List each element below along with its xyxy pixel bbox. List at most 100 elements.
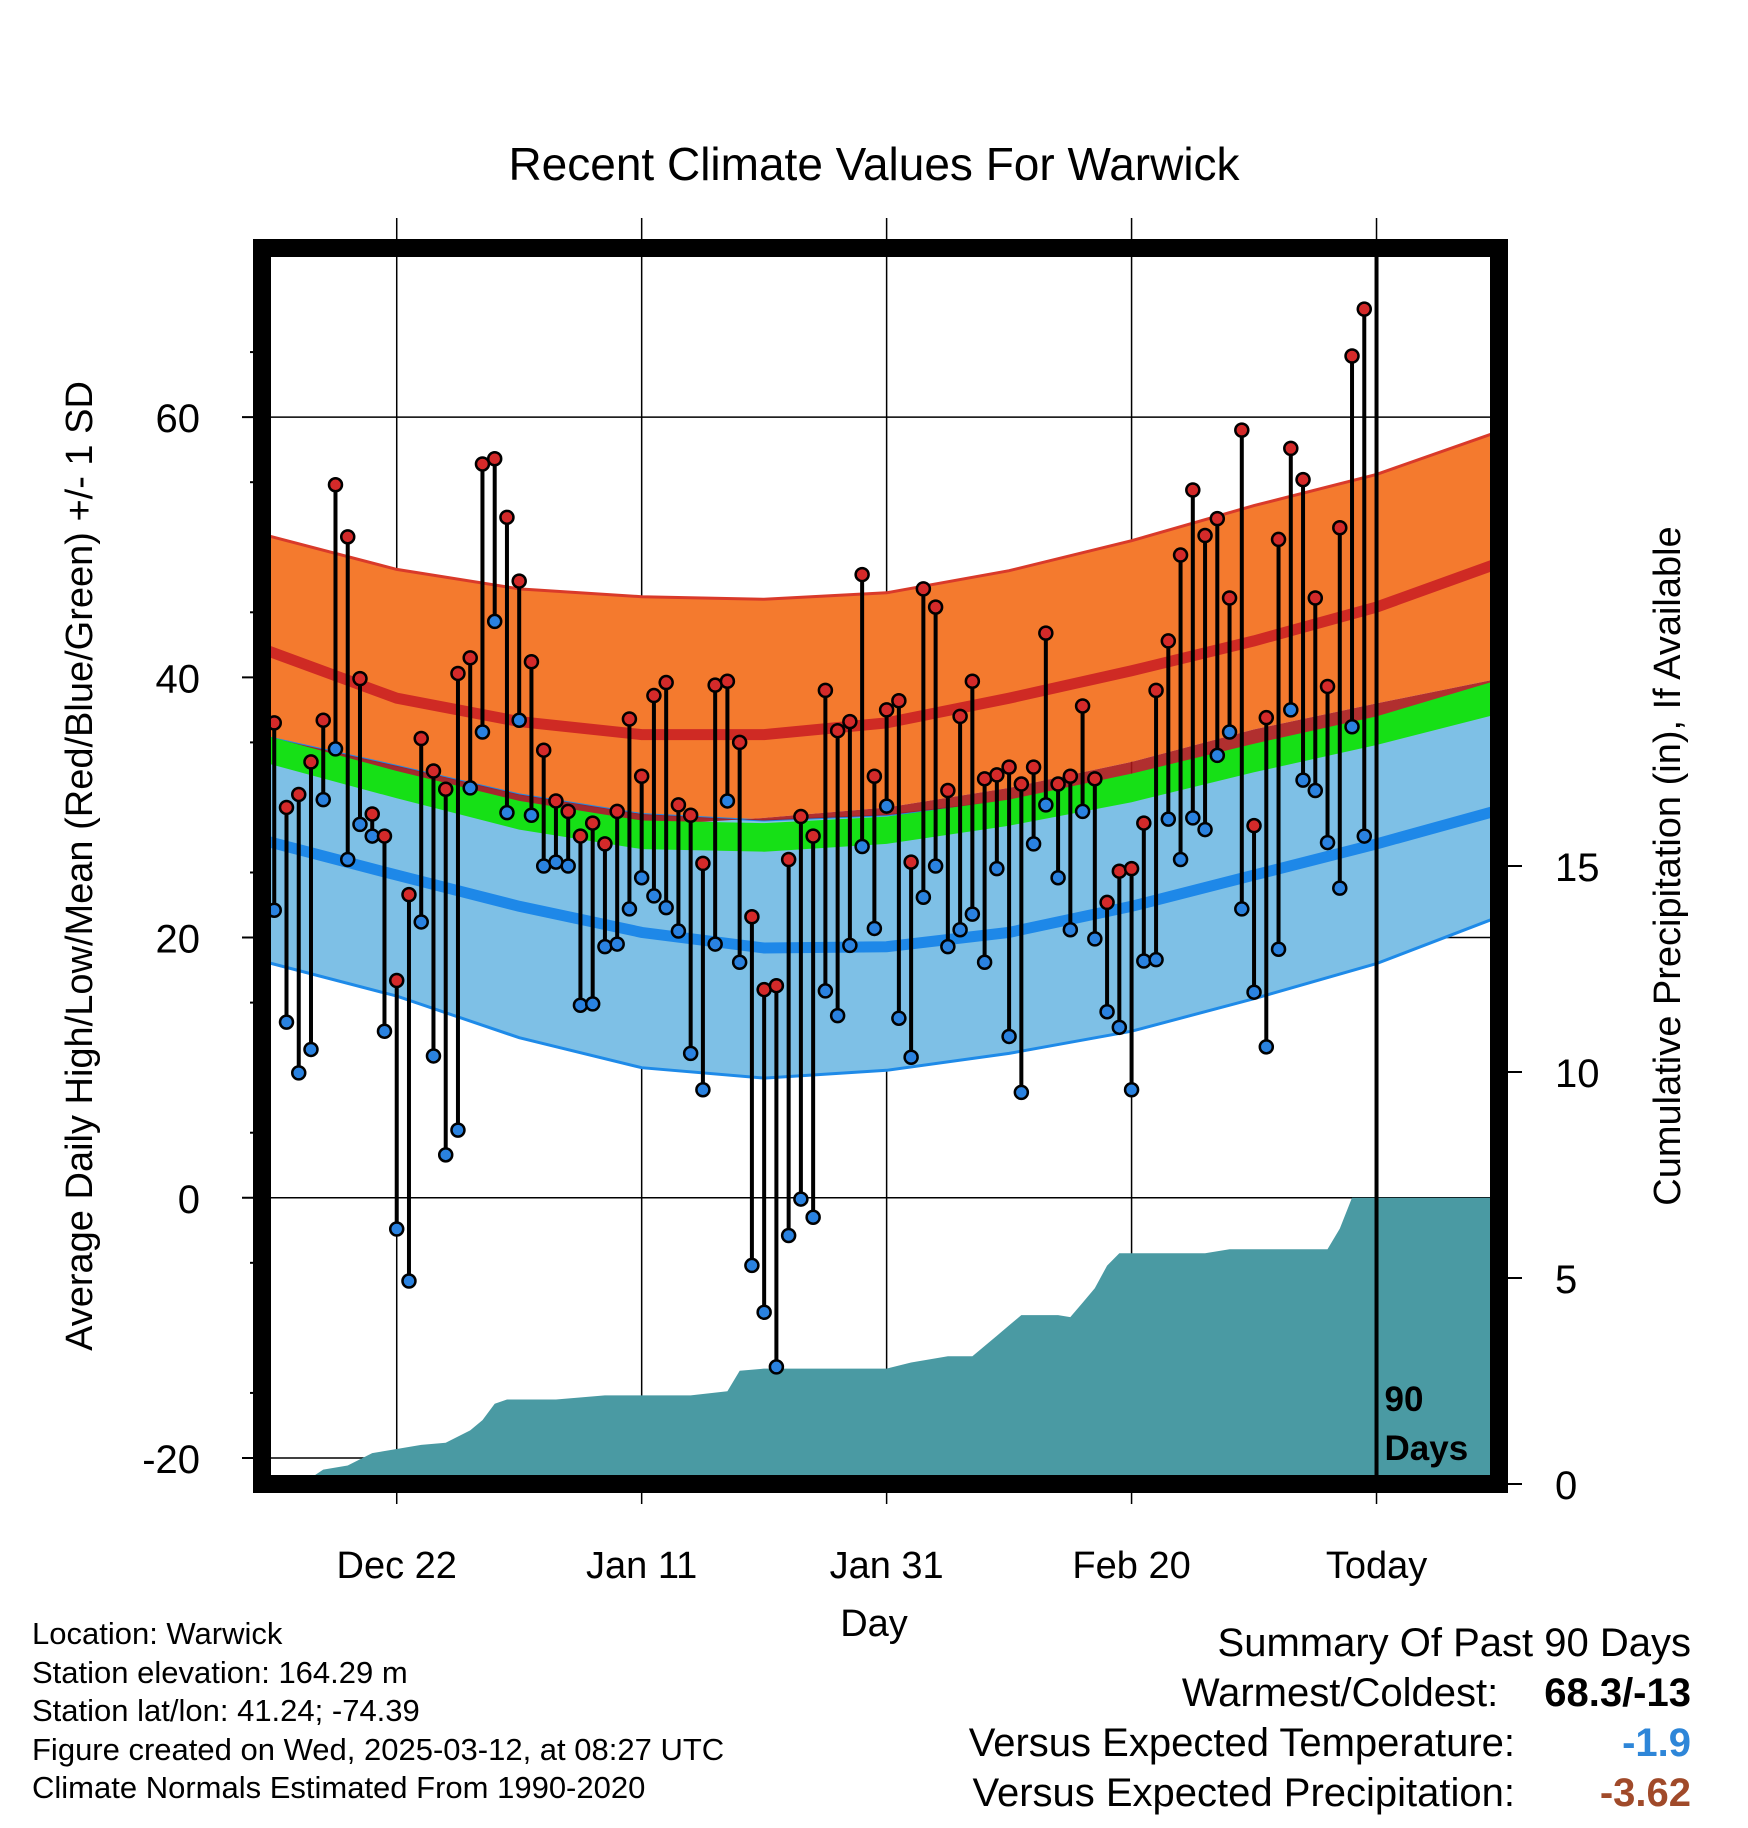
daily-low-point — [756, 1304, 772, 1321]
daily-high-point — [1185, 482, 1201, 498]
daily-high-point — [401, 886, 417, 903]
daily-high-point — [952, 708, 968, 725]
precipitation-fill — [311, 1197, 1499, 1484]
daily-high-point — [1270, 531, 1287, 548]
daily-high-point — [609, 803, 625, 820]
daily-high-point — [1025, 759, 1042, 775]
x-tick-label: Dec 22 — [337, 1545, 457, 1587]
daily-high-point — [1172, 547, 1189, 563]
daily-high-point — [646, 687, 662, 704]
daily-low-point — [1356, 828, 1373, 844]
daily-high-point — [1344, 348, 1360, 364]
daily-low-point — [376, 1023, 393, 1039]
daily-low-point — [805, 1209, 821, 1226]
daily-high-point — [560, 803, 576, 820]
daily-high-point — [1111, 863, 1128, 879]
daily-high-point — [719, 673, 736, 690]
daily-low-point — [584, 996, 601, 1012]
daily-high-point — [1283, 440, 1299, 457]
normal-high-upper-edge — [261, 429, 1500, 601]
daily-high-point — [768, 977, 785, 994]
latlon-text: Station lat/lon: 41.24; -74.39 — [32, 1693, 420, 1728]
daily-low-point — [462, 780, 478, 796]
daily-low-point — [903, 1049, 919, 1066]
y2-tick-label: 0 — [1555, 1464, 1577, 1508]
daily-low-point — [1344, 719, 1360, 735]
daily-high-point — [474, 456, 491, 472]
daily-low-point — [878, 798, 895, 814]
normal-low-band — [262, 706, 1499, 1079]
y-tick-label: 40 — [156, 657, 201, 701]
daily-low-point — [940, 938, 956, 955]
daily-low-point — [915, 889, 932, 905]
daily-low-point — [597, 938, 613, 955]
summary-title: Summary Of Past 90 Days — [1217, 1621, 1691, 1665]
daily-low-point — [1001, 1028, 1017, 1045]
y2-tick-label: 10 — [1555, 1052, 1600, 1096]
daily-low-point — [1050, 869, 1066, 886]
daily-high-point — [437, 781, 454, 797]
daily-low-point — [1319, 834, 1336, 851]
daily-low-point — [523, 807, 540, 824]
daily-high-point — [915, 581, 932, 597]
daily-high-point — [1074, 698, 1091, 714]
y-axis-label: Average Daily High/Low/Mean (Red/Blue/Gr… — [59, 381, 101, 1351]
daily-high-point — [1295, 471, 1311, 488]
warmest-coldest-row: Warmest/Coldest: 68.3/-13 — [969, 1668, 1691, 1718]
daily-high-point — [352, 670, 368, 687]
daily-low-point — [352, 816, 368, 833]
temperature-departure-value: -1.9 — [1622, 1721, 1691, 1765]
daily-high-point — [413, 730, 429, 747]
daily-low-point — [303, 1041, 319, 1058]
marker-label-line1: 90 — [1385, 1380, 1424, 1419]
marker-label-line2: Days — [1385, 1429, 1469, 1468]
daily-high-point — [339, 529, 356, 545]
daily-low-point — [401, 1273, 417, 1289]
daily-low-point — [964, 906, 981, 922]
daily-high-point — [744, 908, 760, 925]
daily-high-point — [1062, 768, 1079, 784]
daily-low-point — [1013, 1084, 1030, 1101]
precipitation-departure-label: Versus Expected Precipitation: — [972, 1771, 1515, 1815]
daily-high-point — [1087, 771, 1103, 787]
daily-low-point — [511, 712, 527, 729]
daily-high-point — [891, 693, 907, 709]
y2-axis-label: Cumulative Precipitation (in), If Availa… — [1647, 526, 1689, 1205]
daily-low-point — [1185, 810, 1201, 826]
daily-low-point — [1172, 851, 1189, 868]
daily-low-point — [854, 838, 870, 855]
daily-high-point — [903, 854, 919, 870]
daily-high-point — [1246, 817, 1262, 834]
daily-low-point — [572, 997, 589, 1013]
daily-high-point — [633, 768, 650, 784]
daily-low-point — [1038, 797, 1054, 813]
daily-low-point — [682, 1045, 699, 1062]
daily-low-point — [486, 613, 503, 630]
daily-low-point — [1062, 922, 1079, 938]
daily-high-point — [817, 682, 834, 699]
daily-high-point — [278, 799, 295, 816]
daily-low-point — [1221, 724, 1238, 740]
temperature-departure-label: Versus Expected Temperature: — [968, 1721, 1515, 1765]
daily-low-point — [829, 1007, 846, 1024]
x-tick-label: Jan 11 — [586, 1545, 697, 1587]
daily-high-point — [1123, 860, 1140, 877]
daily-low-point — [609, 936, 625, 952]
x-tick-label: Feb 20 — [1072, 1545, 1190, 1587]
daily-low-point — [499, 804, 515, 821]
daily-high-point — [1050, 776, 1066, 792]
daily-high-point — [670, 797, 687, 813]
daily-high-point — [780, 851, 797, 868]
daily-high-point — [842, 713, 858, 730]
daily-range-stems — [266, 301, 1373, 1375]
temperature-departure-row: Versus Expected Temperature: -1.9 — [969, 1718, 1691, 1768]
normal-low-lower-edge — [261, 915, 1500, 1080]
daily-high-point — [1221, 590, 1238, 606]
daily-low-point — [450, 1122, 466, 1138]
x-tick-label: Today — [1326, 1545, 1427, 1587]
daily-low-point — [695, 1082, 711, 1098]
y-tick-label: -20 — [142, 1438, 200, 1482]
daily-low-point — [1307, 782, 1324, 799]
daily-low-point — [1295, 772, 1311, 788]
daily-high-point — [829, 722, 846, 739]
